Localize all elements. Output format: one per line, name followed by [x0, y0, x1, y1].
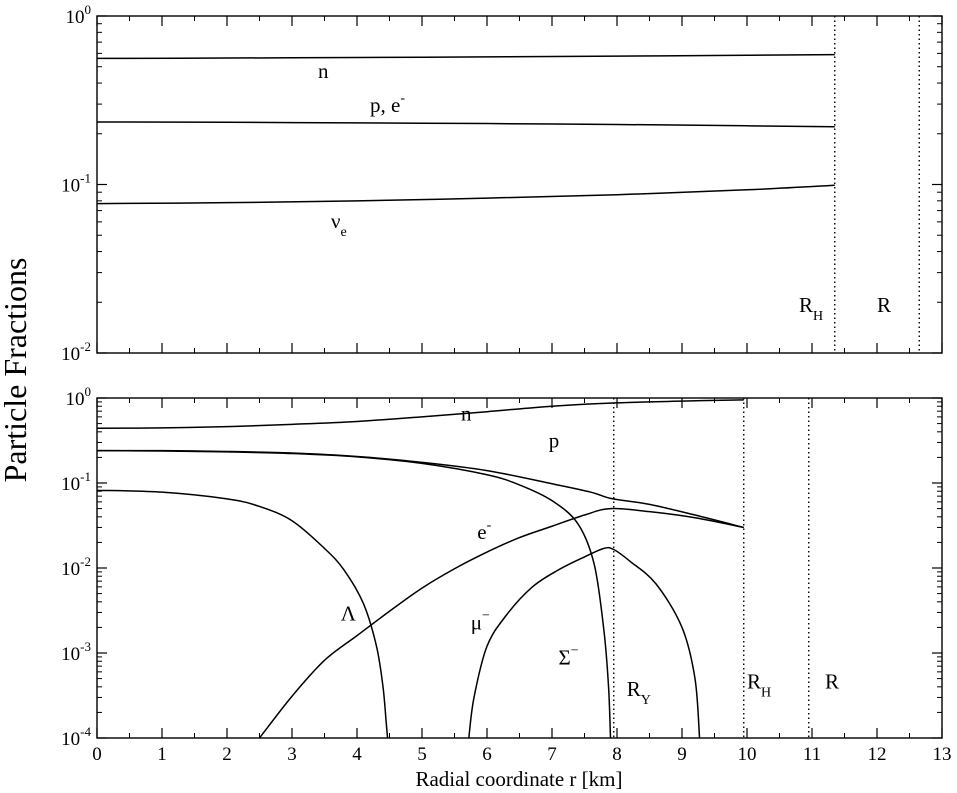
series-p-line — [96, 449, 744, 529]
annotation-n: n — [461, 402, 472, 426]
x-axis — [96, 16, 943, 353]
x-tick-label: 1 — [157, 744, 167, 765]
annotation-n: n — [318, 59, 329, 83]
annotation-rh: RH — [747, 670, 771, 701]
annotation-p-e: p, e- — [370, 91, 405, 117]
bottom-panel: 0 1 2 3 4 5 6 7 8 9 10 11 12 1310010-110-210-310-4npe… — [61, 384, 951, 765]
annotation-p: p — [549, 429, 560, 453]
annotation-nue: νe — [331, 209, 347, 240]
y-tick-label: 10-4 — [61, 724, 91, 750]
annotation-ry: RY — [627, 677, 651, 708]
x-tick-label: 11 — [803, 744, 821, 765]
annotation-rh: RH — [799, 293, 823, 324]
x-tick-label: 5 — [417, 744, 427, 765]
series-mu-line — [468, 546, 701, 739]
figure-x-axis-label: Radial coordinate r [km] — [415, 767, 622, 791]
y-tick-label: 10-1 — [61, 469, 91, 495]
x-tick-label: 13 — [933, 744, 952, 765]
y-tick-label: 10-2 — [61, 554, 91, 580]
annotation-lambda: Λ — [341, 602, 357, 626]
annotation-r: R — [825, 670, 839, 694]
plot-frame — [96, 15, 943, 354]
figure-y-axis-label: Particle Fractions — [0, 258, 33, 483]
series-e-line — [258, 507, 744, 739]
series-sigma-line — [96, 449, 612, 739]
annotation-e: e- — [477, 518, 491, 544]
series-p-e-line — [96, 121, 835, 128]
x-tick-label: 9 — [677, 744, 687, 765]
series-n-line — [96, 399, 744, 430]
x-tick-label: 2 — [222, 744, 232, 765]
x-tick-label: 10 — [738, 744, 757, 765]
x-tick-label: 3 — [287, 744, 297, 765]
x-axis: 0 1 2 3 4 5 6 7 8 9 10 11 12 13 — [92, 398, 952, 765]
series-n-line — [96, 53, 835, 60]
y-axis: 100 10-1 10-2 — [61, 2, 942, 365]
annotation-sigma: Σ− — [559, 644, 579, 670]
x-tick-label: 6 — [482, 744, 492, 765]
annotation-r: R — [877, 293, 891, 317]
annotation-mu: μ− — [471, 608, 490, 634]
y-tick-label: 100 — [66, 2, 92, 28]
y-tick-label: 100 — [66, 384, 92, 410]
x-tick-label: 8 — [612, 744, 622, 765]
y-axis: 100 10-1 10-2 10-3 10-4 — [61, 384, 942, 750]
y-tick-label: 10-1 — [61, 171, 91, 197]
x-tick-label: 7 — [547, 744, 557, 765]
series-lambda-line — [96, 489, 389, 739]
series-nue-line — [96, 184, 835, 205]
plot-frame — [96, 397, 943, 739]
x-tick-label: 12 — [868, 744, 887, 765]
x-tick-label: 0 — [92, 744, 102, 765]
top-panel: 100 10-1 10-2 n p, e-νe RH R — [61, 2, 943, 365]
y-tick-label: 10-2 — [61, 339, 91, 365]
y-tick-label: 10-3 — [61, 639, 91, 665]
x-tick-label: 4 — [352, 744, 362, 765]
